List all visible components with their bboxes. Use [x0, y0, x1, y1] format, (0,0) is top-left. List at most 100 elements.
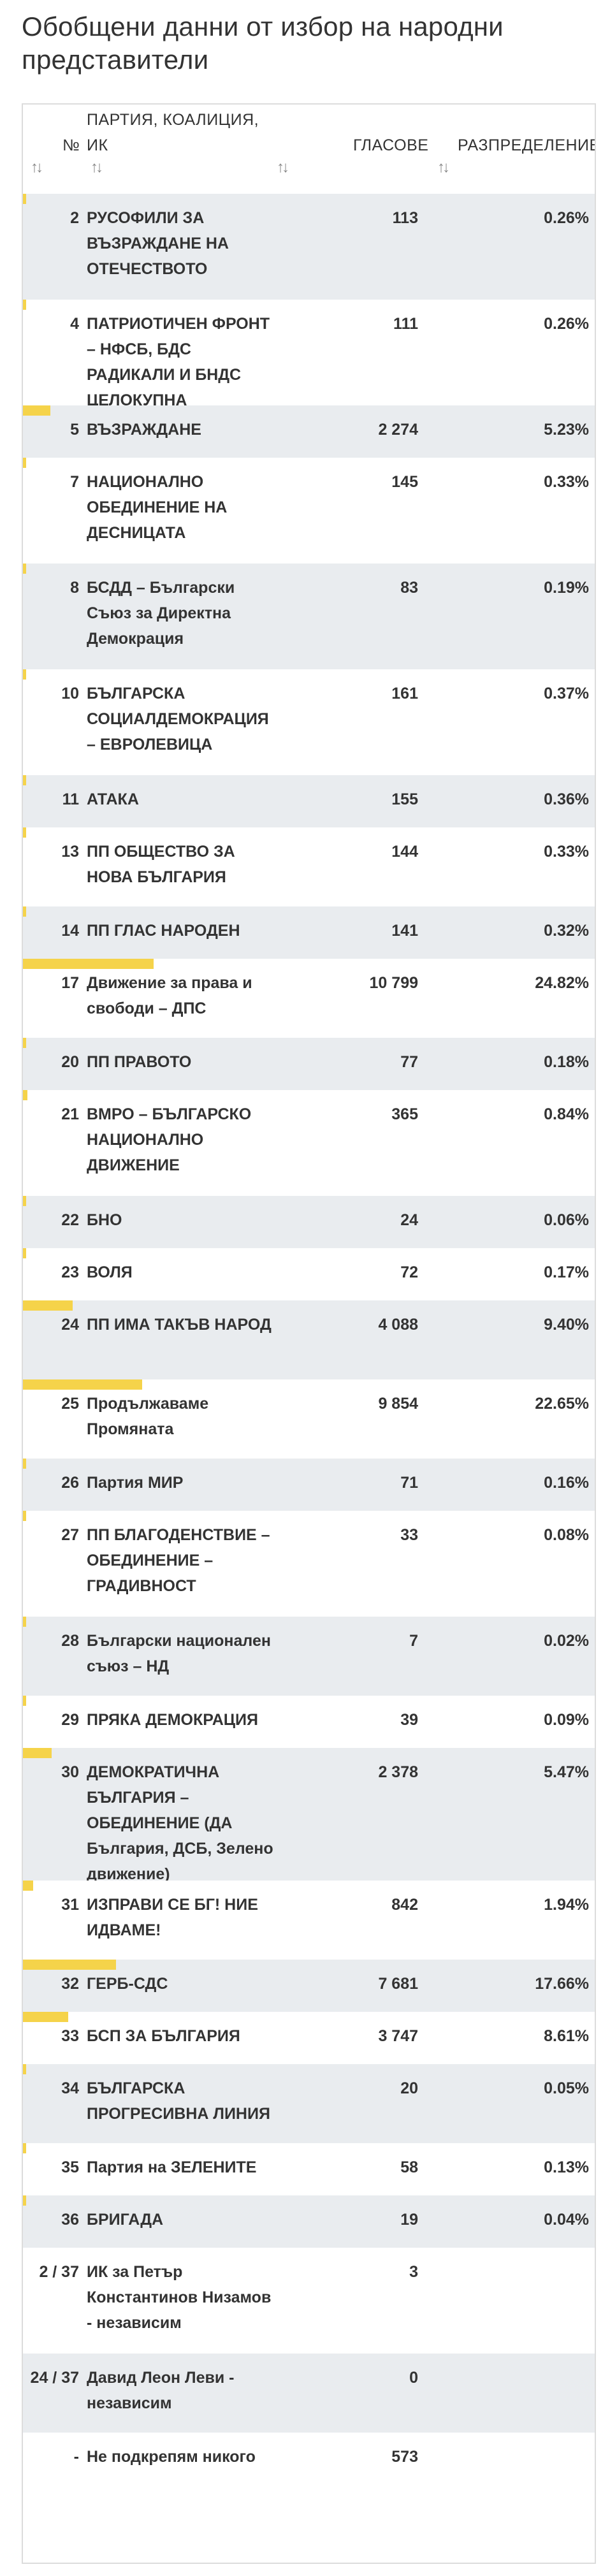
- table-row: 21 ВМРО – БЪЛГАРСКО НАЦИОНАЛНО ДВИЖЕНИЕ 36…: [23, 1090, 595, 1196]
- table-row: 24 / 37 Давид Леон Леви - независим 0: [23, 2354, 595, 2433]
- sort-distribution-icon[interactable]: ↑↓: [437, 159, 450, 176]
- share-bar: [23, 1300, 73, 1311]
- header-num[interactable]: №: [62, 136, 80, 154]
- row-number: 11: [62, 790, 79, 808]
- party-name: Не подкрепям никого: [87, 2448, 256, 2466]
- share-bar: [23, 1248, 26, 1258]
- vote-count: 58: [400, 2158, 418, 2176]
- party-name: БНО: [87, 1211, 122, 1229]
- row-number: 10: [61, 685, 79, 702]
- vote-share: 9.40%: [544, 1316, 589, 1334]
- row-number: 4: [70, 315, 79, 333]
- party-name: ИЗПРАВИ СЕ БГ! НИЕ ИДВАМЕ!: [87, 1896, 258, 1939]
- row-number: 20: [61, 1053, 79, 1071]
- party-name: ПП ГЛАС НАРОДЕН: [87, 922, 240, 940]
- party-name: БСП ЗА БЪЛГАРИЯ: [87, 2027, 240, 2045]
- party-name: ПП ИМА ТАКЪВ НАРОД: [87, 1316, 272, 1334]
- header-party[interactable]: ПАРТИЯ, КОАЛИЦИЯ, ИК: [87, 111, 259, 154]
- table-row: 36 БРИГАДА 19 0.04%: [23, 2195, 595, 2248]
- vote-count: 20: [400, 2079, 418, 2097]
- vote-count: 33: [400, 1526, 418, 1544]
- row-number: 33: [61, 2027, 79, 2045]
- vote-count: 7: [409, 1632, 418, 1650]
- share-bar: [23, 1090, 27, 1100]
- table-row: 4 ПАТРИОТИЧЕН ФРОНТ – НФСБ, БДС РАДИКАЛИ …: [23, 300, 595, 435]
- party-name: ВОЛЯ: [87, 1263, 133, 1281]
- vote-count: 141: [391, 922, 418, 940]
- share-bar: [23, 2195, 26, 2206]
- sort-num-icon[interactable]: ↑↓: [31, 159, 43, 176]
- row-number: 7: [70, 473, 79, 491]
- vote-count: 144: [391, 843, 418, 861]
- row-number: -: [73, 2448, 79, 2466]
- vote-share: 1.94%: [544, 1896, 589, 1914]
- row-number: 30: [61, 1763, 79, 1781]
- share-bar: [23, 300, 26, 310]
- share-bar: [23, 2012, 69, 2022]
- vote-share: 0.19%: [544, 579, 589, 597]
- row-number: 21: [61, 1105, 79, 1123]
- vote-count: 0: [409, 2369, 418, 2387]
- table-row: 28 Български национален съюз – НД 7 0.02%: [23, 1617, 595, 1696]
- vote-count: 4 088: [378, 1316, 418, 1334]
- vote-share: 0.33%: [544, 843, 589, 861]
- vote-share: 5.23%: [544, 421, 589, 439]
- party-name: ПП ПРАВОТО: [87, 1053, 192, 1071]
- row-number: 2 / 37: [39, 2263, 79, 2281]
- table-row: 32 ГЕРБ-СДС 7 681 17.66%: [23, 1960, 595, 2012]
- row-number: 27: [61, 1526, 79, 1544]
- vote-count: 3 747: [378, 2027, 418, 2045]
- vote-share: 8.61%: [544, 2027, 589, 2045]
- table-row: 33 БСП ЗА БЪЛГАРИЯ 3 747 8.61%: [23, 2012, 595, 2064]
- share-bar: [23, 564, 26, 574]
- share-bar: [23, 1748, 52, 1758]
- vote-count: 2 274: [378, 421, 418, 439]
- vote-count: 111: [393, 315, 418, 333]
- vote-count: 72: [400, 1263, 418, 1281]
- vote-count: 155: [391, 790, 418, 808]
- share-bar: [23, 2143, 26, 2153]
- vote-share: 0.26%: [544, 209, 589, 227]
- vote-share: 0.32%: [544, 922, 589, 940]
- party-name: АТАКА: [87, 790, 139, 808]
- table-row: 7 НАЦИОНАЛНО ОБЕДИНЕНИЕ НА ДЕСНИЦАТА 145 0.…: [23, 458, 595, 564]
- vote-share: 0.26%: [544, 315, 589, 333]
- vote-count: 145: [391, 473, 418, 491]
- row-number: 23: [61, 1263, 79, 1281]
- party-name: НАЦИОНАЛНО ОБЕДИНЕНИЕ НА ДЕСНИЦАТА: [87, 473, 228, 542]
- share-bar: [23, 827, 26, 838]
- table-row: 2 РУСОФИЛИ ЗА ВЪЗРАЖДАНЕ НА ОТЕЧЕСТВОТО 11…: [23, 194, 595, 300]
- party-name: БРИГАДА: [87, 2211, 164, 2229]
- vote-count: 161: [391, 685, 418, 702]
- sort-votes-icon[interactable]: ↑↓: [277, 159, 289, 176]
- vote-share: 0.84%: [544, 1105, 589, 1123]
- party-name: Партия на ЗЕЛЕНИТЕ: [87, 2158, 257, 2176]
- vote-share: 24.82%: [535, 974, 589, 992]
- row-number: 5: [70, 421, 79, 439]
- table-row: 34 БЪЛГАРСКА ПРОГРЕСИВНА ЛИНИЯ 20 0.05%: [23, 2064, 595, 2143]
- header-distribution[interactable]: РАЗПРЕДЕЛЕНИЕ: [458, 136, 596, 154]
- table-row: 29 ПРЯКА ДЕМОКРАЦИЯ 39 0.09%: [23, 1696, 595, 1748]
- sort-party-icon[interactable]: ↑↓: [91, 159, 103, 176]
- vote-share: 0.18%: [544, 1053, 589, 1071]
- row-number: 22: [61, 1211, 79, 1229]
- vote-count: 7 681: [378, 1975, 418, 1993]
- share-bar: [23, 1617, 26, 1627]
- vote-count: 77: [400, 1053, 418, 1071]
- party-name: БЪЛГАРСКА СОЦИАЛДЕМОКРАЦИЯ – ЕВРОЛЕВИЦА: [87, 685, 269, 753]
- party-name: ПП ОБЩЕСТВО ЗА НОВА БЪЛГАРИЯ: [87, 843, 235, 886]
- table-row: 24 ПП ИМА ТАКЪВ НАРОД 4 088 9.40%: [23, 1300, 595, 1379]
- share-bar: [23, 775, 26, 785]
- party-name: ГЕРБ-СДС: [87, 1975, 168, 1993]
- header-votes[interactable]: ГЛАСОВЕ: [353, 136, 429, 154]
- share-bar: [23, 669, 26, 680]
- table-row: 11 АТАКА 155 0.36%: [23, 775, 595, 827]
- row-number: 24 / 37: [30, 2369, 79, 2387]
- row-number: 35: [61, 2158, 79, 2176]
- party-name: Български национален съюз – НД: [87, 1632, 271, 1675]
- vote-count: 3: [409, 2263, 418, 2281]
- table-row: 8 БСДД – Български Съюз за Директна Демок…: [23, 564, 595, 669]
- share-bar: [23, 1960, 116, 1970]
- row-number: 32: [61, 1975, 79, 1993]
- table-row: 22 БНО 24 0.06%: [23, 1196, 595, 1248]
